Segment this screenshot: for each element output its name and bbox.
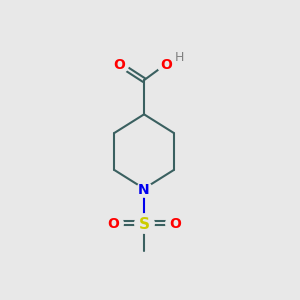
Text: O: O xyxy=(113,58,125,72)
Text: O: O xyxy=(107,217,119,231)
Text: O: O xyxy=(160,58,172,72)
Text: O: O xyxy=(169,217,181,231)
Text: H: H xyxy=(175,51,184,64)
Text: N: N xyxy=(138,183,150,197)
Text: S: S xyxy=(139,217,150,232)
